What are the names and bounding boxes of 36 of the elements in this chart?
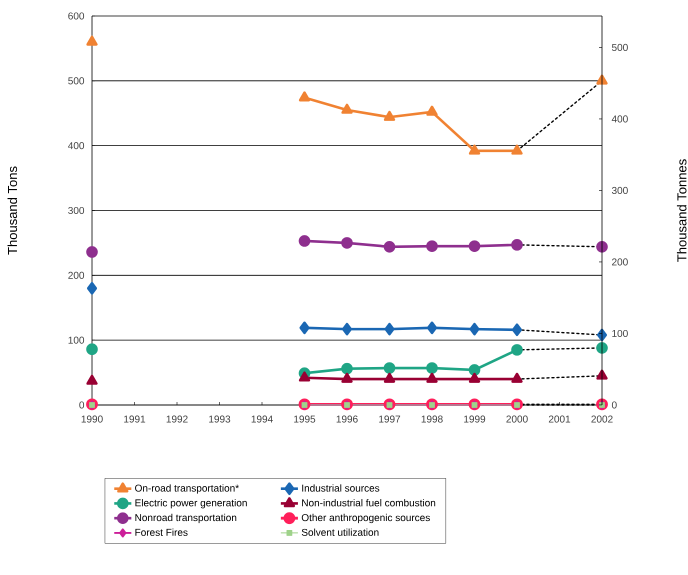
y2-tick-label: 100 xyxy=(612,330,628,338)
x-tick-label: 2002 xyxy=(591,416,613,423)
y2-tick-label: 200 xyxy=(612,258,628,266)
legend-label: Industrial sources xyxy=(302,484,380,492)
x-tick-label: 1996 xyxy=(336,416,358,423)
legend-label: Electric power generation xyxy=(135,499,247,508)
x-tick-label: 1998 xyxy=(422,416,443,423)
y-tick-label: 0 xyxy=(79,401,84,409)
y-axis-title: Thousand Tons xyxy=(8,166,18,255)
y2-tick-label: 300 xyxy=(612,186,628,194)
y2-tick-label: 400 xyxy=(612,115,628,122)
x-tick-label: 1991 xyxy=(124,416,146,423)
x-tick-label: 1990 xyxy=(82,416,103,423)
x-tick-label: 1995 xyxy=(294,416,316,423)
legend-label: Forest Fires xyxy=(135,528,188,536)
y-tick-label: 600 xyxy=(68,12,84,20)
legend-label: Nonroad transportation xyxy=(135,514,236,524)
x-tick-label: 2001 xyxy=(548,416,570,423)
legend-label: On-road transportation* xyxy=(135,484,239,494)
x-tick-label: 1993 xyxy=(209,416,230,423)
y-tick-label: 500 xyxy=(68,77,84,84)
x-tick-label: 2000 xyxy=(506,416,528,423)
x-tick-label: 1997 xyxy=(379,416,400,423)
x-tick-label: 1992 xyxy=(166,416,188,423)
y-tick-label: 200 xyxy=(68,272,84,279)
legend-label: Other anthropogenic sources xyxy=(302,514,430,524)
y2-axis-title: Thousand Tonnes xyxy=(676,159,686,262)
y-tick-label: 400 xyxy=(68,142,84,150)
legend-label: Solvent utilization xyxy=(302,528,378,536)
legend-label: Non-industrial fuel combustion xyxy=(302,499,436,506)
y2-tick-label: 500 xyxy=(612,44,628,51)
y2-tick-label: 0 xyxy=(612,401,617,409)
y-tick-label: 100 xyxy=(68,336,84,344)
x-tick-label: 1999 xyxy=(464,416,486,423)
x-tick-label: 1994 xyxy=(252,416,273,423)
y-tick-label: 300 xyxy=(68,206,84,214)
